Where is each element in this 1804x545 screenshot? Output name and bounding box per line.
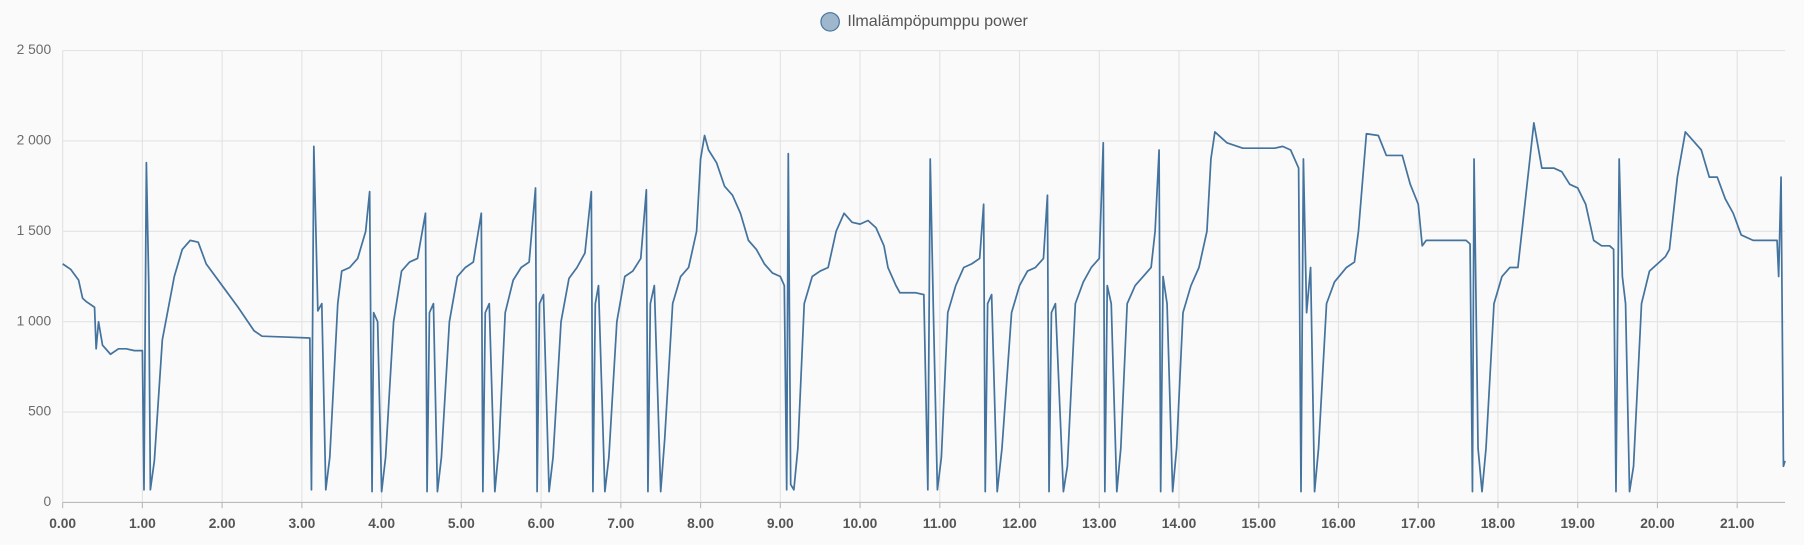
x-tick-label: 7.00 [607,516,634,531]
x-tick-label: 9.00 [767,516,794,531]
x-tick-label: 0.00 [49,516,76,531]
x-tick-label: 16.00 [1321,516,1356,531]
x-tick-label: 5.00 [448,516,475,531]
x-tick-label: 2.00 [209,516,236,531]
x-tick-label: 8.00 [687,516,714,531]
x-tick-label: 14.00 [1162,516,1197,531]
legend-label: Ilmalämpöpumppu power [847,12,1028,30]
labels: 0 500 1 000 1 500 2 000 2 500 0.00 1.00 2.00 3.00… [17,12,1755,531]
data-line [62,122,1786,493]
x-tick-label: 20.00 [1640,516,1675,531]
x-tick-label: 19.00 [1560,516,1595,531]
x-tick-label: 3.00 [288,516,315,531]
y-tick-label: 2 500 [17,42,52,57]
y-tick-label: 2 000 [17,133,52,148]
x-tick-label: 12.00 [1002,516,1037,531]
x-tick-label: 10.00 [843,516,878,531]
plot [62,122,1786,493]
x-tick-label: 15.00 [1242,516,1277,531]
y-tick-label: 500 [28,404,51,419]
y-tick-label: 0 [43,494,51,509]
grid [62,50,1786,509]
x-tick-label: 11.00 [923,516,957,531]
legend-marker [820,12,840,32]
x-tick-label: 18.00 [1481,516,1516,531]
y-tick-label: 1 500 [17,223,52,238]
x-tick-label: 6.00 [528,516,555,531]
x-tick-label: 1.00 [129,516,156,531]
x-tick-label: 21.00 [1720,516,1755,531]
x-tick-label: 13.00 [1082,516,1117,531]
x-tick-label: 4.00 [368,516,395,531]
y-tick-label: 1 000 [17,313,52,328]
x-tick-label: 17.00 [1401,516,1436,531]
